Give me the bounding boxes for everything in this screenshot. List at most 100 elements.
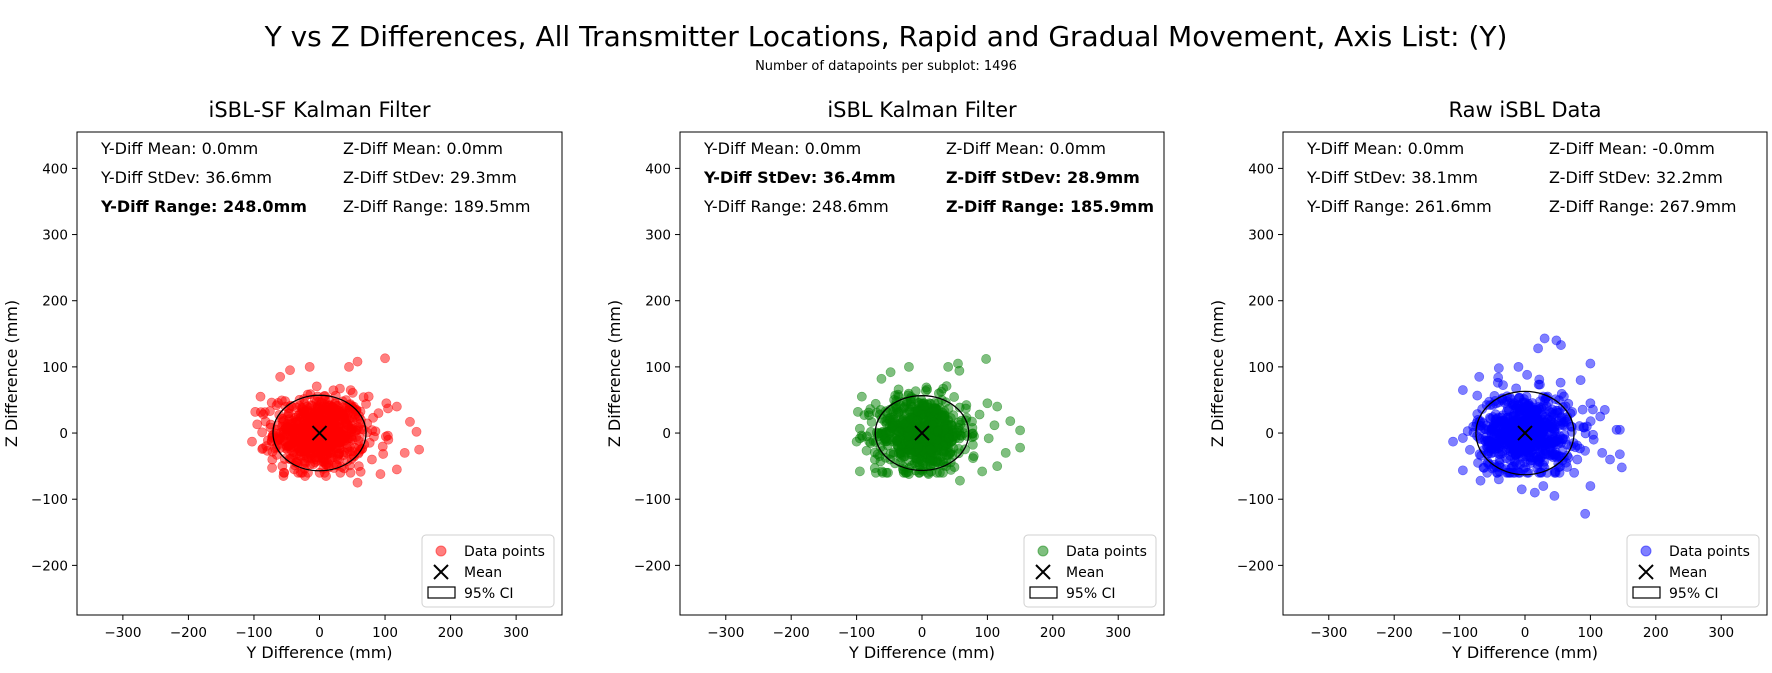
stat-text: Y-Diff Mean: 0.0mm xyxy=(100,139,258,158)
data-point xyxy=(1549,450,1560,461)
data-point xyxy=(311,403,322,414)
legend-label: Mean xyxy=(1669,565,1707,581)
y-tick-label: −100 xyxy=(1237,492,1274,508)
data-point xyxy=(1486,448,1497,459)
data-point xyxy=(1611,424,1622,435)
x-tick-label: 300 xyxy=(1708,625,1734,641)
figure-subtitle: Number of datapoints per subplot: 1496 xyxy=(755,59,1017,74)
data-point xyxy=(271,400,282,411)
data-point xyxy=(977,466,988,477)
legend-marker-points xyxy=(435,545,447,557)
legend: Data points Mean 95% CI xyxy=(1626,534,1760,608)
data-points xyxy=(1448,333,1627,519)
data-point xyxy=(347,387,358,398)
data-point xyxy=(955,475,965,486)
data-point xyxy=(255,391,266,402)
x-tick-label: 100 xyxy=(372,625,398,641)
data-point xyxy=(1005,416,1016,427)
data-point xyxy=(870,454,880,465)
data-point xyxy=(949,462,960,473)
ci95-ellipse xyxy=(874,395,970,472)
data-point xyxy=(1493,363,1504,374)
data-point xyxy=(934,467,945,478)
data-point xyxy=(1513,361,1524,372)
data-point xyxy=(1550,436,1561,447)
subplot-3: Raw iSBL Data −300 −200 −100 0 100 200 300 −200 −… xyxy=(1208,98,1768,662)
legend-marker-mean xyxy=(1638,564,1654,580)
data-point xyxy=(381,398,392,409)
y-tick-label: 0 xyxy=(59,426,68,442)
data-point xyxy=(939,413,950,423)
stat-text: Z-Diff Mean: 0.0mm xyxy=(343,139,503,158)
data-point xyxy=(1493,372,1504,383)
data-point xyxy=(252,419,263,430)
data-point xyxy=(1457,433,1468,443)
mean-marker xyxy=(1517,425,1533,441)
data-point xyxy=(1538,481,1549,491)
data-point xyxy=(1566,421,1577,432)
data-point xyxy=(1549,491,1560,501)
data-point xyxy=(298,410,309,421)
stat-text: Z-Diff Range: 185.9mm xyxy=(946,197,1154,216)
legend-label: 95% CI xyxy=(1669,586,1718,602)
data-point xyxy=(904,456,915,466)
data-point xyxy=(1539,333,1550,344)
data-point xyxy=(275,371,286,382)
stat-text: Y-Diff Range: 261.6mm xyxy=(1306,197,1492,216)
stat-text: Z-Diff StDev: 28.9mm xyxy=(946,168,1140,187)
legend-marker-ci xyxy=(1632,586,1661,599)
data-point xyxy=(1457,465,1468,476)
data-point xyxy=(277,461,288,471)
data-point xyxy=(1588,434,1599,445)
legend-marker-mean xyxy=(433,564,449,580)
data-point xyxy=(399,447,410,458)
x-tick-label: 300 xyxy=(1105,625,1131,641)
legend-marker-ci xyxy=(1029,586,1058,599)
y-tick-label: 400 xyxy=(645,161,671,177)
stat-text: Y-Diff StDev: 36.6mm xyxy=(100,168,272,187)
x-tick-label: −200 xyxy=(170,625,207,641)
y-tick-label: 300 xyxy=(645,228,671,244)
data-point xyxy=(856,391,867,402)
data-point xyxy=(323,459,334,470)
y-tick-label: −100 xyxy=(634,492,671,508)
x-tick-label: 200 xyxy=(1643,625,1669,641)
stat-text: Z-Diff StDev: 32.2mm xyxy=(1549,168,1723,187)
data-point xyxy=(912,415,922,426)
data-point xyxy=(1481,420,1492,431)
x-tick-label: −300 xyxy=(104,625,141,641)
data-point xyxy=(1563,398,1574,409)
data-point xyxy=(1585,398,1596,409)
figure-title: Y vs Z Differences, All Transmitter Loca… xyxy=(264,20,1508,53)
x-tick-label: −100 xyxy=(838,625,875,641)
y-tick-label: 100 xyxy=(1248,360,1274,376)
data-point xyxy=(361,399,371,409)
x-tick-label: 0 xyxy=(1521,625,1530,641)
data-point xyxy=(894,448,904,458)
data-point xyxy=(1448,436,1458,447)
data-point xyxy=(321,471,331,481)
data-point xyxy=(1535,396,1545,407)
data-point xyxy=(1516,484,1527,495)
data-point xyxy=(1597,447,1608,458)
data-point xyxy=(1530,441,1541,452)
data-point xyxy=(1516,440,1527,451)
subplot-title: iSBL-SF Kalman Filter xyxy=(209,98,431,122)
data-point xyxy=(1535,453,1546,464)
data-point xyxy=(1585,358,1596,369)
data-point xyxy=(983,433,994,444)
data-point xyxy=(391,401,402,412)
x-tick-label: 200 xyxy=(438,625,464,641)
legend-label: Mean xyxy=(464,565,502,581)
y-axis-label: Z Difference (mm) xyxy=(605,300,624,447)
stat-text: Y-Diff Range: 248.0mm xyxy=(100,197,307,216)
x-tick-label: 0 xyxy=(315,625,324,641)
stats-box: Y-Diff Mean: 0.0mm Z-Diff Mean: 0.0mm Y-Di… xyxy=(100,139,531,216)
x-tick-label: −300 xyxy=(1310,625,1347,641)
data-point xyxy=(292,416,302,427)
data-point xyxy=(1533,343,1543,354)
legend-marker-points xyxy=(1037,545,1049,557)
stat-text: Y-Diff Mean: 0.0mm xyxy=(703,139,861,158)
legend-label: 95% CI xyxy=(464,586,513,602)
x-axis-label: Y Difference (mm) xyxy=(245,643,392,662)
